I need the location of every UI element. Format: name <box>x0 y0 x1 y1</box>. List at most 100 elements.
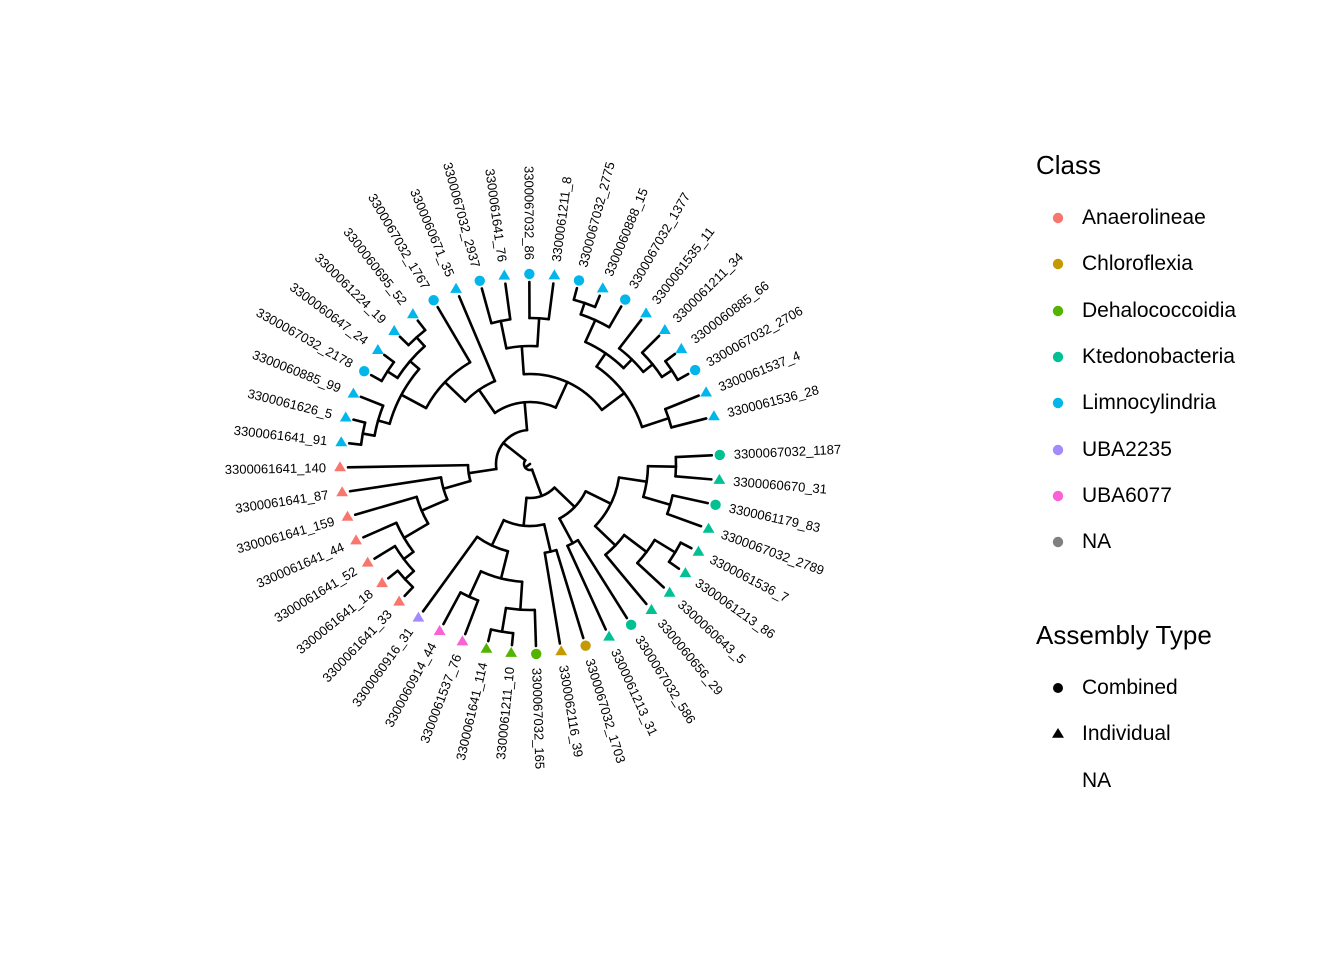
branch-edge-18 <box>593 294 601 309</box>
branch-edge-77 <box>584 490 613 505</box>
branch-arc-16 <box>424 361 472 410</box>
branch-edge-57 <box>530 468 543 498</box>
branch-edge-9 <box>642 363 654 374</box>
tip-marker-4 <box>658 323 671 335</box>
branch-edge-44 <box>467 467 498 475</box>
branch-edge-20 <box>520 344 526 376</box>
branch-edge-7 <box>595 352 607 368</box>
branch-edge-71 <box>543 551 562 645</box>
branch-edge-1 <box>523 400 529 432</box>
tip-marker-33 <box>505 646 518 657</box>
tip-marker-13 <box>450 282 462 293</box>
branch-edge-83 <box>667 560 681 571</box>
branch-edge-69 <box>533 608 538 648</box>
branch-edge-6 <box>664 394 700 411</box>
tip-marker-12 <box>474 275 485 286</box>
branch-arc-13 <box>528 316 551 321</box>
assembly-type-legend-item: NA <box>1036 758 1336 804</box>
branch-edge-52 <box>402 550 415 561</box>
branch-edge-27 <box>477 388 497 415</box>
branch-arc-20 <box>380 360 396 383</box>
tree-tip-labels: 3300061536_283300061537_43300067032_2706… <box>225 160 842 769</box>
branch-edge-32 <box>408 359 421 371</box>
assembly-type-legend-label: Combined <box>1082 676 1178 700</box>
class-legend-title: Class <box>1036 150 1102 180</box>
branch-edge-12 <box>664 352 677 363</box>
tip-marker-1 <box>700 386 712 397</box>
tip-label-23: 3300061641_87 <box>234 487 329 516</box>
assembly-type-legend-items: Combined Individual NA <box>1036 665 1336 804</box>
tip-label-21: 3300061641_91 <box>233 423 328 449</box>
tip-marker-25 <box>350 534 362 545</box>
branch-edge-66 <box>500 606 508 633</box>
tip-marker-2 <box>689 364 701 376</box>
branch-edge-53 <box>373 544 397 560</box>
class-legend-swatch <box>1036 252 1082 276</box>
tip-marker-14 <box>428 295 439 306</box>
tip-marker-39 <box>645 603 658 614</box>
tip-marker-17 <box>371 343 384 354</box>
branch-edge-26 <box>480 287 493 325</box>
branch-arc-36 <box>543 548 558 555</box>
branch-arc-41 <box>636 538 656 565</box>
class-legend-item: Anaerolineae <box>1036 195 1336 241</box>
class-legend-item: NA <box>1036 519 1336 565</box>
branch-edge-84 <box>679 541 693 550</box>
branch-edge-59 <box>490 518 506 547</box>
branch-edge-50 <box>402 522 430 540</box>
class-legend-swatch <box>1036 484 1082 508</box>
class-legend-swatch <box>1036 299 1082 323</box>
branch-arc-29 <box>525 486 556 500</box>
branch-root <box>523 462 532 469</box>
branch-arc-25 <box>415 495 430 525</box>
class-legend-item: Ktedonobacteria <box>1036 334 1336 380</box>
tip-marker-5 <box>640 307 652 318</box>
phylogenetic-tree: 3300061536_283300061537_43300067032_2706… <box>225 160 842 769</box>
tip-label-20: 3300061626_5 <box>246 386 334 422</box>
branch-edge-37 <box>382 353 396 364</box>
branch-edge-33 <box>415 336 426 348</box>
class-legend-swatch <box>1036 438 1082 462</box>
tip-label-45: 3300060670_31 <box>733 474 828 497</box>
class-legend-label: Dehalococcoidia <box>1082 298 1237 322</box>
branch-edge-82 <box>653 538 677 554</box>
blank-icon <box>1036 769 1082 793</box>
branch-edge-15 <box>584 318 597 344</box>
branch-arc-45 <box>674 455 678 478</box>
tip-marker-19 <box>347 387 360 398</box>
branch-edge-0 <box>502 441 527 462</box>
branch-edge-86 <box>642 495 672 507</box>
branch-edge-34 <box>416 319 427 332</box>
branch-arc-10 <box>579 313 611 329</box>
tip-marker-46 <box>714 449 725 461</box>
tip-marker-15 <box>407 308 419 319</box>
class-legend-item: Limnocylindria <box>1036 380 1336 426</box>
class-legend-swatch <box>1036 206 1082 230</box>
branch-edge-38 <box>369 373 383 383</box>
tip-marker-20 <box>339 411 352 422</box>
tip-marker-44 <box>710 499 721 511</box>
branch-arc-2 <box>493 400 558 415</box>
tip-label-22: 3300061641_140 <box>225 460 326 477</box>
tip-marker-30 <box>433 624 446 635</box>
tip-marker-35 <box>555 645 568 656</box>
tip-marker-28 <box>393 595 406 606</box>
tip-marker-24 <box>341 510 354 521</box>
branch-edge-70 <box>542 523 552 553</box>
branch-edge-10 <box>660 369 674 379</box>
tree-tips <box>334 268 726 660</box>
tip-marker-43 <box>702 522 715 533</box>
branch-edge-8 <box>622 358 634 370</box>
branch-edge-41 <box>361 432 376 438</box>
tip-marker-41 <box>679 567 692 578</box>
tip-marker-29 <box>412 611 425 622</box>
tip-marker-26 <box>361 556 374 567</box>
class-legend-item: UBA6077 <box>1036 473 1336 519</box>
branch-edge-49 <box>353 495 418 517</box>
branch-edge-89 <box>646 464 678 469</box>
branch-edge-14 <box>617 318 643 350</box>
tip-label-32: 3300061641_114 <box>453 661 491 762</box>
branch-edge-65 <box>519 580 524 611</box>
branch-edge-51 <box>362 521 398 539</box>
branch-edge-11 <box>676 372 690 382</box>
